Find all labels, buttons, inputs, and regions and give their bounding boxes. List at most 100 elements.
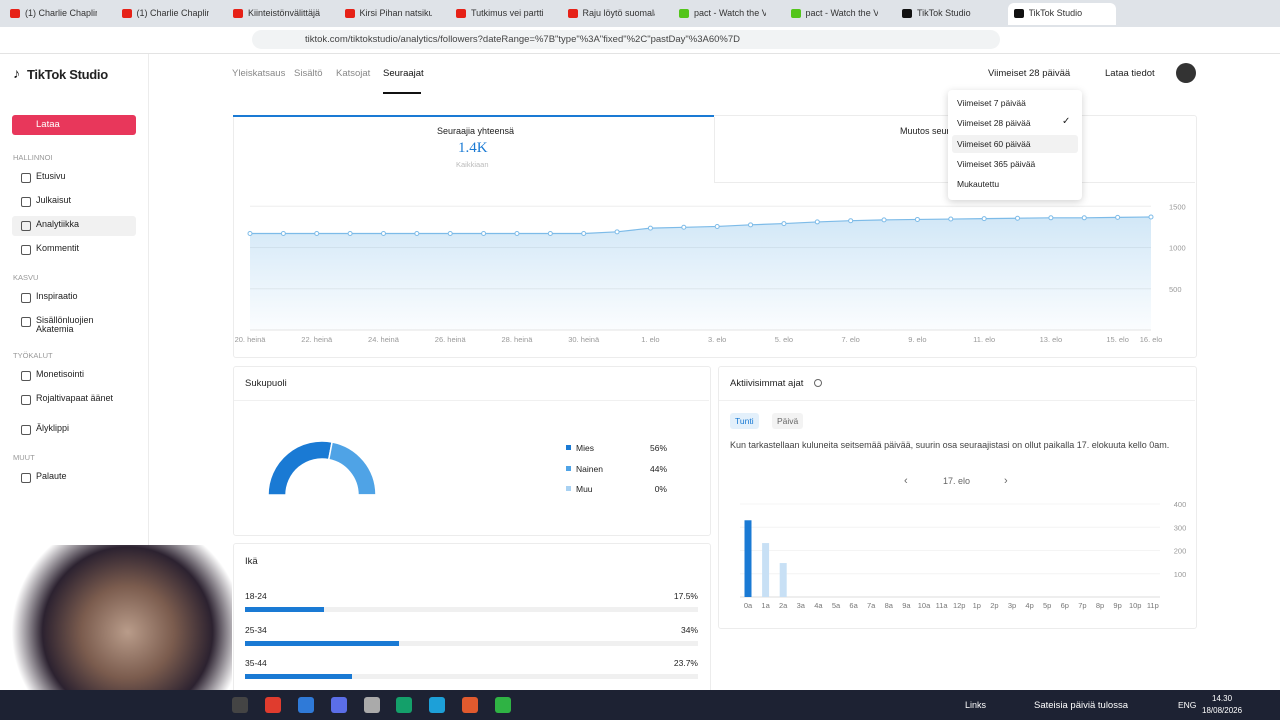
nav-tab[interactable]: Yleiskatsaus bbox=[232, 68, 286, 79]
activity-chart: 100 200 300 400 0a 1a 2a 3a 4a 5a 6a 7a 8a 9a 10a 11a 12… bbox=[740, 500, 1187, 610]
followers-chart: 500 1000 1500 20. heinä 22. heinä 24. heinä 26… bbox=[235, 202, 1186, 344]
point bbox=[614, 229, 620, 235]
dropdown-option[interactable]: Viimeiset 60 päivää bbox=[957, 138, 1031, 149]
x-tick-label: 10p bbox=[1129, 601, 1142, 610]
point bbox=[314, 230, 320, 236]
x-tick-label: 22. heinä bbox=[301, 335, 333, 344]
activity-tab-label: Päivä bbox=[777, 416, 799, 426]
download-button[interactable]: Lataa tiedot bbox=[1105, 68, 1155, 79]
taskbar-icon[interactable] bbox=[298, 697, 314, 713]
total-label: Seuraajia yhteensä bbox=[437, 126, 515, 136]
browser-tab[interactable]: (1) Charlie Chaplin - S bbox=[4, 3, 112, 25]
info-icon bbox=[814, 379, 822, 387]
sidebar-item[interactable]: Rojaltivapaat äänet bbox=[36, 393, 114, 403]
y-tick-label: 200 bbox=[1174, 547, 1187, 556]
point bbox=[1148, 214, 1154, 220]
x-tick-label: 7a bbox=[867, 601, 876, 610]
sidebar-item[interactable]: Monetisointi bbox=[36, 369, 85, 379]
url-field[interactable] bbox=[252, 30, 1000, 49]
taskbar-icon[interactable] bbox=[232, 697, 248, 713]
sidebar-icon bbox=[21, 371, 31, 381]
next-arrow[interactable]: › bbox=[1004, 475, 1008, 487]
taskbar-language: ENG bbox=[1178, 700, 1197, 710]
sidebar-item[interactable]: Sisällönluojien Akatemia bbox=[36, 315, 94, 334]
line bbox=[250, 216, 1152, 235]
browser-tab[interactable]: pact - Watch the VOD bbox=[673, 3, 781, 25]
browser-tab[interactable]: pact - Watch the VOD bbox=[785, 3, 893, 25]
x-tick-label: 26. heinä bbox=[435, 335, 467, 344]
point bbox=[814, 219, 820, 225]
logo: TikTok Studio bbox=[27, 67, 108, 82]
activity-tab-label: Tunti bbox=[735, 416, 754, 426]
legend-label: Mies bbox=[576, 443, 594, 453]
legend-marker bbox=[566, 486, 571, 491]
browser-tab[interactable]: Raju löytö suomalais bbox=[562, 3, 670, 25]
x-tick-label: 3. elo bbox=[708, 335, 726, 344]
point bbox=[547, 230, 553, 236]
x-tick-label: 1a bbox=[761, 601, 770, 610]
browser-tab[interactable]: TikTok Studio bbox=[896, 3, 1004, 25]
sidebar-item[interactable]: Analytiikka bbox=[36, 219, 80, 229]
tab-title: pact - Watch the VOD bbox=[694, 8, 766, 18]
dropdown-option[interactable]: Mukautettu bbox=[957, 179, 1000, 190]
sidebar-item[interactable]: Kommentit bbox=[36, 243, 80, 253]
x-tick-label: 8a bbox=[885, 601, 894, 610]
point bbox=[948, 216, 954, 222]
y-tick-label: 1000 bbox=[1169, 244, 1186, 253]
x-tick-label: 11. elo bbox=[973, 335, 995, 344]
webcam-overlay bbox=[0, 545, 232, 690]
dropdown-option[interactable]: Viimeiset 365 päivää bbox=[957, 158, 1036, 169]
age-track bbox=[245, 674, 698, 679]
bar bbox=[744, 520, 752, 597]
taskbar bbox=[0, 690, 1280, 720]
nav-tab[interactable]: Katsojat bbox=[336, 68, 371, 79]
tab-title: Kiinteistönvälittäjä bbox=[248, 8, 320, 18]
dropdown-option[interactable]: Viimeiset 7 päivää bbox=[957, 98, 1026, 108]
taskbar-icon[interactable] bbox=[429, 697, 445, 713]
taskbar-icon[interactable] bbox=[364, 697, 380, 713]
nav-underline bbox=[383, 92, 421, 94]
sidebar-icon bbox=[21, 473, 31, 483]
browser-tab[interactable]: Kirsi Pihan natsikulk bbox=[339, 3, 447, 25]
nav-tab[interactable]: Sisältö bbox=[294, 68, 323, 79]
sidebar-item[interactable]: Etusivu bbox=[36, 171, 66, 181]
sidebar-icon bbox=[21, 197, 31, 207]
x-tick-label: 7. elo bbox=[841, 335, 859, 344]
browser-tab[interactable]: Tutkimus vei parttiver bbox=[450, 3, 558, 25]
pie-segment bbox=[267, 440, 333, 496]
sidebar-section-title: HALLINNOI bbox=[13, 153, 53, 162]
taskbar-icon[interactable] bbox=[462, 697, 478, 713]
point bbox=[914, 216, 920, 222]
date-range-button[interactable]: Viimeiset 28 päivää bbox=[988, 68, 1071, 79]
tab-icon bbox=[10, 9, 20, 18]
change-label[interactable]: Muutos seura bbox=[900, 126, 955, 136]
x-tick-label: 24. heinä bbox=[368, 335, 400, 344]
taskbar-icon[interactable] bbox=[265, 697, 281, 713]
browser-tab[interactable]: Kiinteistönvälittäjä bbox=[227, 3, 335, 25]
taskbar-icon[interactable] bbox=[396, 697, 412, 713]
taskbar-icon[interactable] bbox=[331, 697, 347, 713]
point bbox=[1048, 215, 1054, 221]
browser-tab[interactable]: TikTok Studio bbox=[1007, 3, 1116, 25]
browser-tab[interactable]: (1) Charlie Chaplin M bbox=[116, 3, 224, 25]
upload-button[interactable]: Lataa bbox=[12, 115, 136, 135]
sidebar-item[interactable]: Älyklippi bbox=[36, 423, 70, 433]
sidebar-item[interactable]: Julkaisut bbox=[36, 195, 72, 205]
activity-tab[interactable]: Tunti bbox=[730, 413, 759, 429]
legend-value: 44% bbox=[649, 463, 667, 474]
point bbox=[748, 222, 754, 228]
activity-tab[interactable]: Päivä bbox=[772, 413, 804, 429]
legend-label: Nainen bbox=[576, 463, 603, 474]
point bbox=[981, 216, 987, 222]
sidebar-item[interactable]: Palaute bbox=[36, 471, 67, 481]
dropdown-option[interactable]: Viimeiset 28 päivää bbox=[957, 118, 1031, 129]
tab-title: TikTok Studio bbox=[1028, 8, 1083, 18]
tab-icon bbox=[790, 9, 801, 18]
url-text: tiktok.com/tiktokstudio/analytics/follow… bbox=[305, 34, 741, 45]
prev-arrow[interactable]: ‹ bbox=[904, 475, 908, 487]
avatar[interactable] bbox=[1176, 63, 1196, 83]
nav-tab[interactable]: Seuraajat bbox=[383, 68, 424, 79]
taskbar-icon[interactable] bbox=[495, 697, 511, 713]
sidebar-item[interactable]: Inspiraatio bbox=[36, 291, 78, 301]
point bbox=[280, 230, 286, 236]
